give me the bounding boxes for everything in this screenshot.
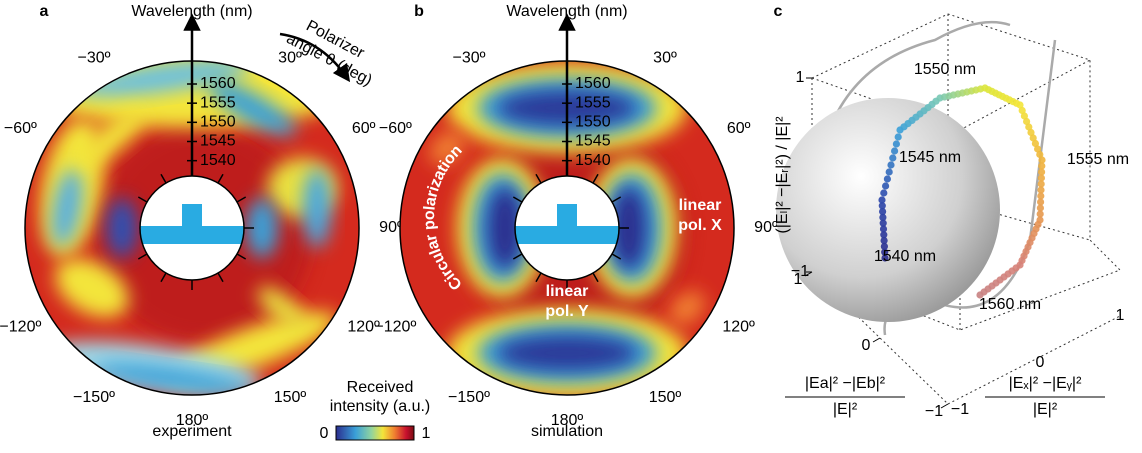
radial-tick-label: 1545 (200, 133, 236, 150)
radial-tick-label: 1550 (575, 114, 611, 131)
colorbar (336, 426, 414, 440)
trajectory-point (886, 168, 893, 175)
trajectory-point (891, 147, 898, 154)
panel-label: b (414, 3, 424, 20)
radial-tick-label: 1560 (200, 75, 236, 92)
angle-tick-label: −120º (0, 318, 41, 335)
trajectory-point (887, 161, 894, 168)
trajectory-point (889, 154, 896, 161)
axis-tick-label: 1 (796, 69, 805, 86)
axis-label-numerator: |Eₓ|² −|Eᵧ|² (1009, 375, 1082, 392)
angle-tick-label: −120º (374, 318, 416, 335)
slab (515, 226, 619, 244)
angle-tick-label: 150º (274, 389, 307, 406)
angle-tick-label: 30º (653, 49, 677, 66)
colorbar-label: Received (347, 379, 414, 396)
trajectory-point (880, 189, 887, 196)
axis-label-numerator: |Ea|² −|Eb|² (805, 375, 886, 392)
radial-axis-label: Wavelength (nm) (131, 3, 252, 20)
angle-tick-label: −150º (73, 389, 115, 406)
axis-tick-label: 1 (794, 271, 803, 288)
wavelength-annotation: 1550 nm (914, 61, 976, 78)
sphere-panel: c 1550 nm 1545 nm 1555 nm 1540 nm 1560 nm −1 1 −… (774, 3, 1130, 420)
axis-label-denominator: |E|² (1033, 401, 1058, 418)
angle-tick-label: 60º (352, 120, 376, 137)
wavelength-annotation: 1545 nm (899, 149, 961, 166)
ridge (182, 204, 202, 227)
annotation: linear (546, 283, 589, 300)
radial-axis-label: Wavelength (nm) (506, 3, 627, 20)
caption: experiment (152, 423, 232, 440)
polar-panel: −150º−120º−60º−30º30º60º90º120º150º180º1… (0, 3, 403, 440)
radial-tick-label: 1540 (575, 152, 611, 169)
angle-tick-label: 60º (727, 120, 751, 137)
radial-tick-label: 1560 (575, 75, 611, 92)
angle-tick-label: −30º (78, 49, 111, 66)
wavelength-annotation: 1540 nm (874, 248, 936, 265)
angle-tick-label: −30º (453, 49, 486, 66)
radial-tick-label: 1540 (200, 152, 236, 169)
sphere (776, 98, 1000, 322)
trajectory-point (895, 133, 902, 140)
panel-label: c (774, 3, 783, 20)
angle-tick-label: 150º (649, 389, 682, 406)
axis-tick-label: −1 (925, 403, 943, 420)
radial-tick-label: 1550 (200, 114, 236, 131)
heatmap-blob (497, 335, 637, 371)
radial-tick-label: 1545 (575, 133, 611, 150)
wavelength-annotation: 1560 nm (979, 296, 1041, 313)
figure: −150º−120º−60º−30º30º60º90º120º150º180º1… (0, 0, 1142, 448)
radial-tick-label: 1555 (575, 94, 611, 111)
colorbar-tick-label: 0 (320, 425, 329, 442)
caption: simulation (531, 423, 603, 440)
axis-tick (873, 338, 880, 342)
angle-tick-label: −150º (448, 389, 490, 406)
wavelength-annotation: 1555 nm (1067, 151, 1129, 168)
z-axis-label: (|Eₗ|² −|Eᵣ|²) / |E|² (774, 116, 791, 234)
angle-tick-label: −60º (379, 120, 412, 137)
page: {"chart_data": [ {"type": "polar-heatmap… (0, 0, 1142, 453)
heatmap-blob (106, 198, 138, 258)
radial-tick-label: 1555 (200, 94, 236, 111)
axis-tick-label: −1 (951, 401, 969, 418)
trajectory-point (878, 196, 885, 203)
panel-label: a (40, 3, 49, 20)
slab (140, 226, 244, 244)
axis-label-denominator: |E|² (833, 401, 858, 418)
axis-tick-label: 1 (1116, 307, 1125, 324)
trajectory-point (884, 175, 891, 182)
angle-tick-label: −60º (4, 120, 37, 137)
trajectory-point (882, 182, 889, 189)
trajectory-point (893, 140, 900, 147)
axis-tick-label: 0 (862, 337, 871, 354)
axis-tick-label: 0 (1036, 354, 1045, 371)
angle-tick-label: 120º (722, 318, 755, 335)
heatmap-blob (303, 168, 331, 248)
annotation: pol. X (678, 217, 722, 234)
colorbar-tick-label: 1 (422, 425, 431, 442)
annotation: pol. Y (545, 303, 589, 320)
ridge (557, 204, 577, 227)
colorbar-label: intensity (a.u.) (330, 398, 430, 415)
annotation: linear (679, 197, 722, 214)
